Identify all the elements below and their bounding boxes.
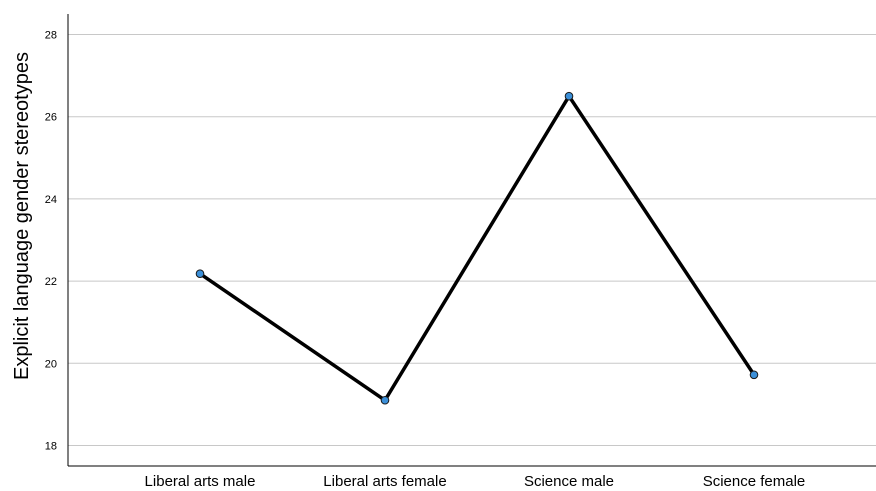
x-tick-label: Liberal arts male: [145, 473, 256, 490]
x-tick-label: Science male: [524, 473, 614, 490]
data-point: [195, 269, 205, 278]
y-tick-labels: 18 20 22 24 26 28: [45, 30, 57, 453]
grid-lines: [68, 34, 876, 446]
x-tick-label: Liberal arts female: [323, 473, 446, 490]
axes: [67, 14, 876, 467]
series: [195, 91, 759, 405]
y-tick-label: 28: [45, 30, 57, 42]
data-point: [564, 91, 574, 101]
y-tick-label: 20: [45, 358, 57, 370]
data-point: [380, 395, 390, 405]
data-point: [749, 370, 759, 380]
y-tick-label: 22: [45, 276, 57, 288]
series-line: [199, 92, 756, 403]
x-tick-labels: Liberal arts male Liberal arts female Scie…: [145, 473, 806, 490]
y-tick-label: 24: [45, 194, 57, 206]
y-axis-title: Explicit language gender stereotypes: [11, 52, 33, 380]
y-tick-label: 26: [45, 112, 57, 124]
y-tick-label: 18: [45, 440, 57, 452]
x-tick-label: Science female: [703, 473, 806, 490]
